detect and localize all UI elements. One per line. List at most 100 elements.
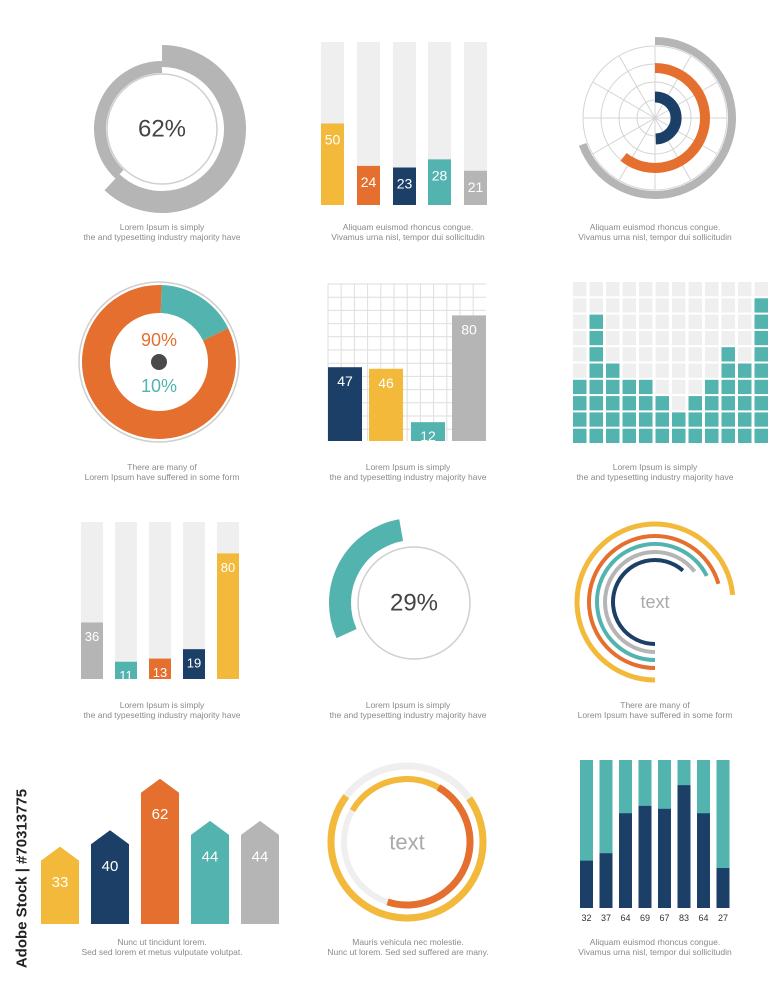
- chart-3-outer-arc: [578, 37, 736, 199]
- chart-6-filled-block: [622, 379, 636, 395]
- chart-6-empty-block: [606, 347, 620, 362]
- chart-10-caption: Nunc ut tincidunt lorem. Sed sed lorem et…: [42, 937, 282, 957]
- chart-6-empty-block: [721, 282, 735, 297]
- chart-6-empty-block: [655, 330, 669, 346]
- chart-6-filled-block: [754, 396, 768, 411]
- caption-line: Nunc ut tincidunt lorem.: [117, 937, 207, 947]
- caption-line: Vivamus urna nisl, tempor dui sollicitud…: [331, 232, 485, 242]
- chart-7-track: [115, 522, 137, 679]
- chart-3-middle-arc: [620, 63, 710, 173]
- chart-4-center-dot: [151, 354, 167, 370]
- chart-2-bar: [357, 165, 380, 205]
- chart-4-caption: There are many of Lorem Ipsum have suffer…: [42, 462, 282, 482]
- chart-6-empty-block: [672, 347, 686, 362]
- chart-10-arrow-bar: [191, 820, 229, 924]
- chart-5-caption: Lorem Ipsum is simply the and typesetting…: [288, 462, 528, 482]
- chart-7-bar: [183, 649, 205, 679]
- chart-6-empty-block: [672, 363, 686, 378]
- chart-5-bar: [369, 368, 403, 441]
- chart-3-caption: Aliquam euismod rhoncus congue. Vivamus u…: [535, 222, 775, 242]
- chart-7-value-label: 11: [119, 668, 133, 683]
- chart-10-arrows: 33 40 62 44 44: [41, 778, 279, 924]
- chart-6-filled-block: [589, 412, 603, 427]
- caption-line: Lorem Ipsum is simply: [365, 462, 451, 472]
- chart-6-empty-block: [639, 298, 653, 313]
- chart-6-empty-block: [688, 314, 702, 329]
- chart-6-filled-block: [754, 428, 768, 443]
- chart-7-value-label: 13: [153, 665, 167, 680]
- chart-6-empty-block: [672, 314, 686, 329]
- caption-line: Lorem Ipsum is simply: [612, 462, 698, 472]
- chart-6-empty-block: [606, 282, 620, 297]
- chart-6-filled-block: [589, 314, 603, 329]
- chart-6-empty-block: [622, 347, 636, 362]
- chart-12-stacked: 32 37 64 69 67 83 64 27: [580, 760, 730, 923]
- caption-line: Aliquam euismod rhoncus congue.: [589, 937, 721, 947]
- chart-6-empty-block: [688, 298, 702, 313]
- chart-12-bar: [716, 868, 730, 908]
- chart-2-track: [393, 42, 416, 205]
- caption-line: Lorem Ipsum is simply: [119, 700, 205, 710]
- chart-6-empty-block: [655, 363, 669, 378]
- chart-1-label: 62%: [138, 116, 186, 143]
- chart-3-grid-ring: [582, 45, 728, 191]
- chart-12-value-label: 64: [698, 913, 708, 923]
- chart-12-value-label: 37: [601, 913, 611, 923]
- chart-6-empty-block: [672, 330, 686, 346]
- chart-4-outer-ring: [78, 281, 240, 443]
- caption-line: There are many of: [127, 462, 197, 472]
- chart-12-bar: [599, 853, 613, 908]
- chart-11-rings: text: [327, 762, 487, 922]
- chart-9-concentric: text: [574, 521, 736, 683]
- chart-6-filled-block: [688, 396, 702, 411]
- chart-12-value-label: 64: [620, 913, 630, 923]
- chart-7-columns: 36 11 13 19 80: [81, 522, 239, 683]
- chart-6-filled-block: [639, 412, 653, 427]
- chart-6-filled-block: [655, 396, 669, 411]
- chart-6-filled-block: [589, 396, 603, 411]
- chart-6-empty-block: [738, 282, 752, 297]
- caption-line: the and typesetting industry majority ha…: [83, 710, 241, 720]
- chart-7-bar: [149, 658, 171, 679]
- chart-6-empty-block: [688, 347, 702, 362]
- chart-2-value-label: 23: [397, 176, 413, 192]
- chart-12-value-label: 69: [640, 913, 650, 923]
- chart-6-empty-block: [655, 379, 669, 395]
- chart-6-empty-block: [672, 282, 686, 297]
- chart-6-filled-block: [573, 412, 587, 427]
- chart-6-filled-block: [705, 428, 719, 443]
- chart-6-empty-block: [688, 363, 702, 378]
- chart-6-empty-block: [721, 298, 735, 313]
- chart-6-filled-block: [622, 412, 636, 427]
- chart-5-bar: [452, 315, 486, 441]
- chart-10-value-label: 40: [102, 858, 119, 875]
- chart-6-filled-block: [754, 314, 768, 329]
- chart-6-filled-block: [754, 363, 768, 378]
- chart-9-label: text: [640, 592, 669, 612]
- chart-7-bar: [217, 553, 239, 679]
- caption-line: Lorem Ipsum is simply: [119, 222, 205, 232]
- chart-8-donut: 29%: [329, 519, 471, 660]
- chart-6-empty-block: [622, 363, 636, 378]
- chart-6-empty-block: [606, 314, 620, 329]
- chart-6-empty-block: [655, 298, 669, 313]
- caption-line: There are many of: [620, 700, 690, 710]
- chart-6-empty-block: [573, 363, 587, 378]
- chart-6-filled-block: [655, 412, 669, 427]
- chart-11-label: text: [389, 830, 424, 855]
- chart-6-filled-block: [738, 412, 752, 427]
- chart-6-filled-block: [606, 363, 620, 378]
- chart-6-filled-block: [639, 396, 653, 411]
- chart-6-filled-block: [573, 396, 587, 411]
- chart-6-filled-block: [672, 428, 686, 443]
- chart-6-empty-block: [639, 363, 653, 378]
- chart-12-bar: [638, 805, 652, 908]
- chart-2-track: [464, 42, 487, 205]
- chart-5-value-label: 80: [461, 321, 477, 337]
- chart-6-empty-block: [705, 347, 719, 362]
- chart-6-filled-block: [721, 363, 735, 378]
- chart-5-value-label: 47: [337, 373, 353, 389]
- chart-6-filled-block: [754, 379, 768, 395]
- chart-4-teal-segment: [160, 285, 229, 342]
- chart-6-filled-block: [622, 428, 636, 443]
